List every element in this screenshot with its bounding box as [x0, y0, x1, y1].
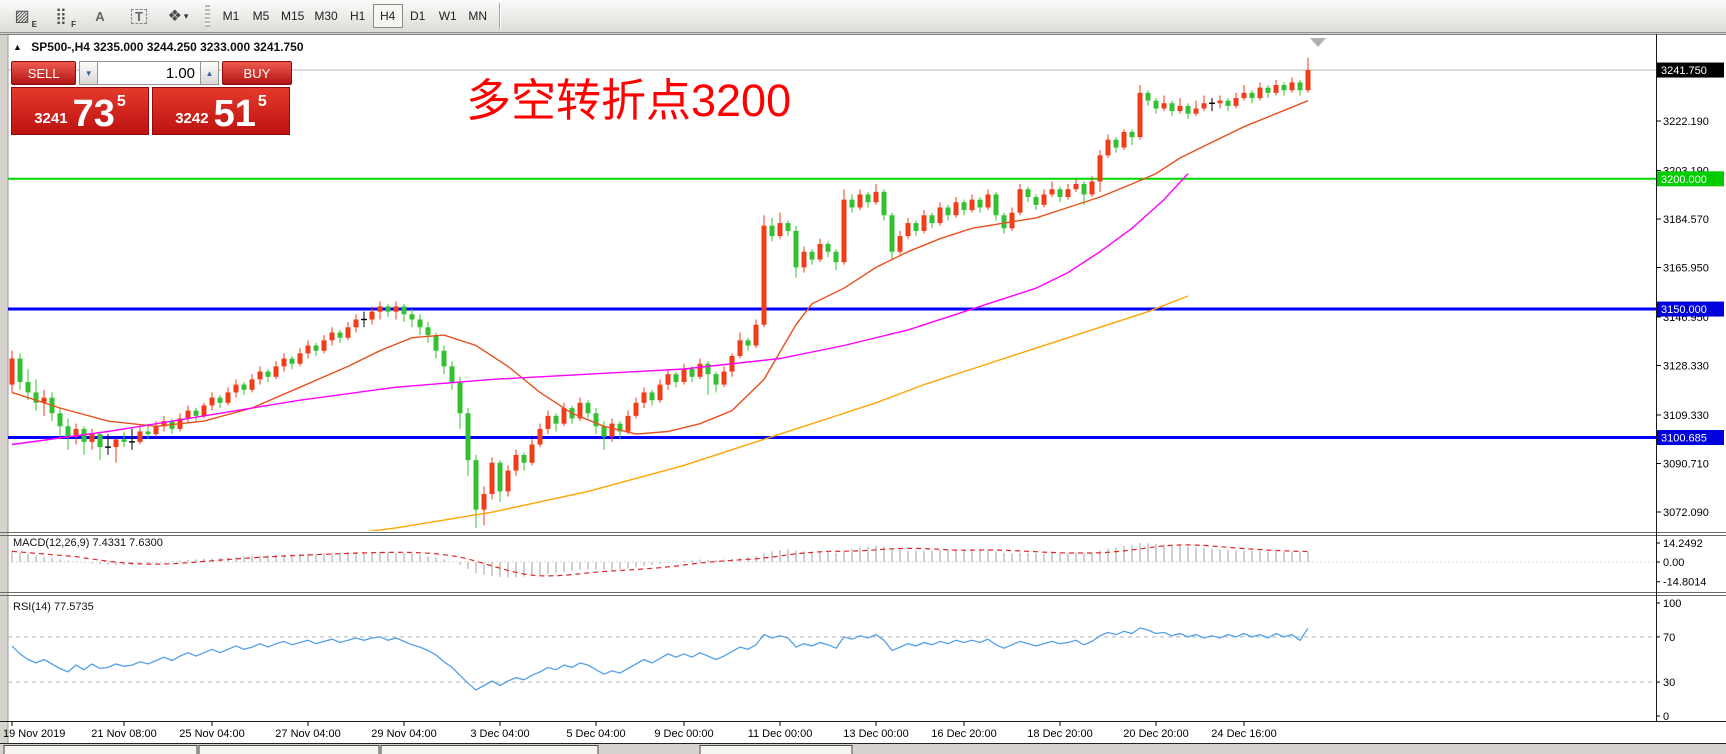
svg-text:3128.330: 3128.330: [1663, 361, 1709, 373]
volume-increase-button[interactable]: ▲: [200, 61, 219, 85]
buy-price-pip: 5: [257, 93, 267, 110]
svg-text:5 Dec 04:00: 5 Dec 04:00: [566, 728, 625, 740]
ma-fast-line: [11, 100, 1309, 435]
volume-decrease-button[interactable]: ▼: [79, 61, 99, 85]
svg-text:70: 70: [1663, 632, 1675, 644]
svg-text:3200.000: 3200.000: [1661, 174, 1707, 186]
svg-text:30: 30: [1663, 677, 1675, 689]
svg-text:21 Nov 08:00: 21 Nov 08:00: [91, 728, 156, 740]
timeframe-m5[interactable]: M5: [246, 4, 276, 28]
layer-arrange-icon[interactable]: ❖ ▾: [167, 8, 189, 25]
rsi-line: [11, 627, 1309, 691]
price-badge-3100.685: [1657, 430, 1724, 446]
ohlc-readout: 3235.000 3244.250 3233.000 3241.750: [93, 40, 304, 54]
macd-signal-line: [11, 544, 1309, 577]
timeframe-m30[interactable]: M30: [309, 4, 342, 28]
svg-text:3241.750: 3241.750: [1661, 65, 1707, 77]
sell-price-box[interactable]: 3241 73 5: [11, 87, 149, 135]
svg-text:27 Nov 04:00: 27 Nov 04:00: [275, 728, 340, 740]
sell-button[interactable]: SELL: [11, 61, 77, 85]
svg-text:14.2492: 14.2492: [1663, 538, 1703, 550]
svg-text:29 Nov 04:00: 29 Nov 04:00: [371, 728, 436, 740]
buy-price-prefix: 3242: [175, 110, 209, 127]
minimized-window-1[interactable]: [3, 745, 198, 754]
timeframe-h1[interactable]: H1: [343, 4, 373, 28]
svg-text:3165.950: 3165.950: [1663, 263, 1709, 275]
timeframe-m1[interactable]: M1: [216, 4, 246, 28]
chart-text-annotation: 多空转折点3200: [466, 75, 792, 126]
pattern-draw-icon[interactable]: ▨ E: [14, 8, 37, 29]
svg-text:25 Nov 04:00: 25 Nov 04:00: [179, 728, 244, 740]
macd-pane[interactable]: [8, 543, 1656, 578]
svg-text:24 Dec 16:00: 24 Dec 16:00: [1211, 728, 1276, 740]
buy-price-box[interactable]: 3242 51 5: [152, 87, 290, 135]
price-axis[interactable]: 3222.1903203.1903184.5703165.9503146.950…: [1656, 34, 1724, 723]
bottom-window-strip: [0, 744, 1726, 754]
chart-background: [0, 34, 1726, 743]
svg-text:3 Dec 04:00: 3 Dec 04:00: [470, 728, 529, 740]
svg-text:19 Nov 2019: 19 Nov 2019: [3, 728, 65, 740]
time-axis[interactable]: 19 Nov 2019 21 Nov 08:00 25 Nov 04:00 27 No…: [0, 721, 1726, 740]
minimized-window-4[interactable]: [699, 745, 853, 754]
minimized-window-3[interactable]: [380, 745, 599, 754]
dropdown-caret-icon: ▾: [183, 10, 189, 21]
window-left-frame: [0, 34, 8, 754]
svg-text:3100.685: 3100.685: [1661, 433, 1707, 445]
text-label-icon[interactable]: A: [95, 8, 105, 24]
svg-text:0.00: 0.00: [1663, 557, 1684, 569]
svg-text:3150.000: 3150.000: [1661, 304, 1707, 316]
price-badge-3200.000: [1657, 171, 1724, 187]
grid-icon[interactable]: ⣿ F: [55, 8, 76, 29]
svg-text:0: 0: [1663, 711, 1669, 723]
horizontal-level-lines[interactable]: [8, 177, 1656, 440]
sell-price-main: 73: [72, 93, 115, 136]
svg-text:11 Dec 00:00: 11 Dec 00:00: [748, 728, 813, 740]
toolbar: ▨ E ⣿ F A T ❖ ▾ M1 M5 M15 M30 H1 H4 D1 W…: [0, 0, 1726, 33]
toolbar-drag-handle[interactable]: [205, 5, 210, 27]
svg-text:18 Dec 20:00: 18 Dec 20:00: [1027, 728, 1092, 740]
collapse-panel-icon[interactable]: ▲: [13, 42, 22, 52]
sell-price-prefix: 3241: [34, 110, 68, 127]
pattern-draw-glyph: ▨: [14, 8, 30, 25]
svg-text:3090.710: 3090.710: [1663, 459, 1709, 471]
svg-text:9 Dec 00:00: 9 Dec 00:00: [654, 728, 713, 740]
svg-text:20 Dec 20:00: 20 Dec 20:00: [1123, 728, 1188, 740]
svg-text:-14.8014: -14.8014: [1663, 577, 1706, 589]
timeframe-d1[interactable]: D1: [403, 4, 433, 28]
rsi-pane[interactable]: [8, 627, 1656, 691]
toolbar-separator: [498, 3, 501, 29]
ma-mid-line: [11, 173, 1189, 446]
scroll-to-end-icon[interactable]: [1310, 38, 1326, 47]
svg-text:16 Dec 20:00: 16 Dec 20:00: [931, 728, 996, 740]
volume-input[interactable]: [98, 61, 201, 85]
chart-title: ▲ SP500-,H4 3235.000 3244.250 3233.000 3…: [13, 40, 304, 54]
timeframe-m15[interactable]: M15: [276, 4, 309, 28]
svg-text:13 Dec 00:00: 13 Dec 00:00: [843, 728, 908, 740]
rsi-indicator-label: RSI(14) 77.5735: [13, 601, 94, 613]
svg-text:3184.570: 3184.570: [1663, 214, 1709, 226]
sell-price-pip: 5: [116, 93, 126, 110]
price-badge-3241.750: [1657, 62, 1724, 78]
svg-text:3222.190: 3222.190: [1663, 116, 1709, 128]
grid-glyph: ⣿: [55, 8, 67, 25]
svg-text:100: 100: [1663, 598, 1681, 610]
timeframe-mn[interactable]: MN: [463, 4, 493, 28]
symbol-timeframe-label: SP500-,H4: [31, 40, 90, 54]
buy-price-main: 51: [213, 93, 256, 136]
svg-text:3109.330: 3109.330: [1663, 410, 1709, 422]
minimized-window-2[interactable]: [198, 745, 380, 754]
ma-slow-line: [366, 295, 1189, 531]
svg-text:3072.090: 3072.090: [1663, 507, 1709, 519]
text-box-icon[interactable]: T: [122, 3, 156, 29]
macd-indicator-label: MACD(12,26,9) 7.4331 7.6300: [13, 537, 163, 549]
timeframe-h4[interactable]: H4: [372, 4, 403, 28]
buy-button[interactable]: BUY: [221, 61, 292, 85]
timeframe-w1[interactable]: W1: [433, 4, 463, 28]
price-badge-3150.000: [1657, 301, 1724, 317]
one-click-trading-panel: SELL ▼ ▲ BUY 3241 73 5 3242 51 5: [11, 61, 292, 135]
